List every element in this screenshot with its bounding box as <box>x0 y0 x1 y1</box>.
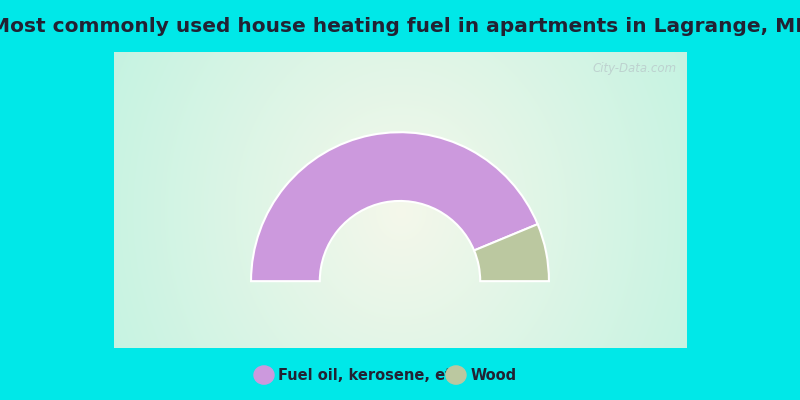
Wedge shape <box>251 132 538 281</box>
Text: City-Data.com: City-Data.com <box>593 62 677 74</box>
Ellipse shape <box>446 366 466 384</box>
Text: Wood: Wood <box>470 368 517 382</box>
Text: Fuel oil, kerosene, etc.: Fuel oil, kerosene, etc. <box>278 368 467 382</box>
Ellipse shape <box>254 366 274 384</box>
Text: Most commonly used house heating fuel in apartments in Lagrange, ME: Most commonly used house heating fuel in… <box>0 16 800 36</box>
Wedge shape <box>474 224 549 281</box>
